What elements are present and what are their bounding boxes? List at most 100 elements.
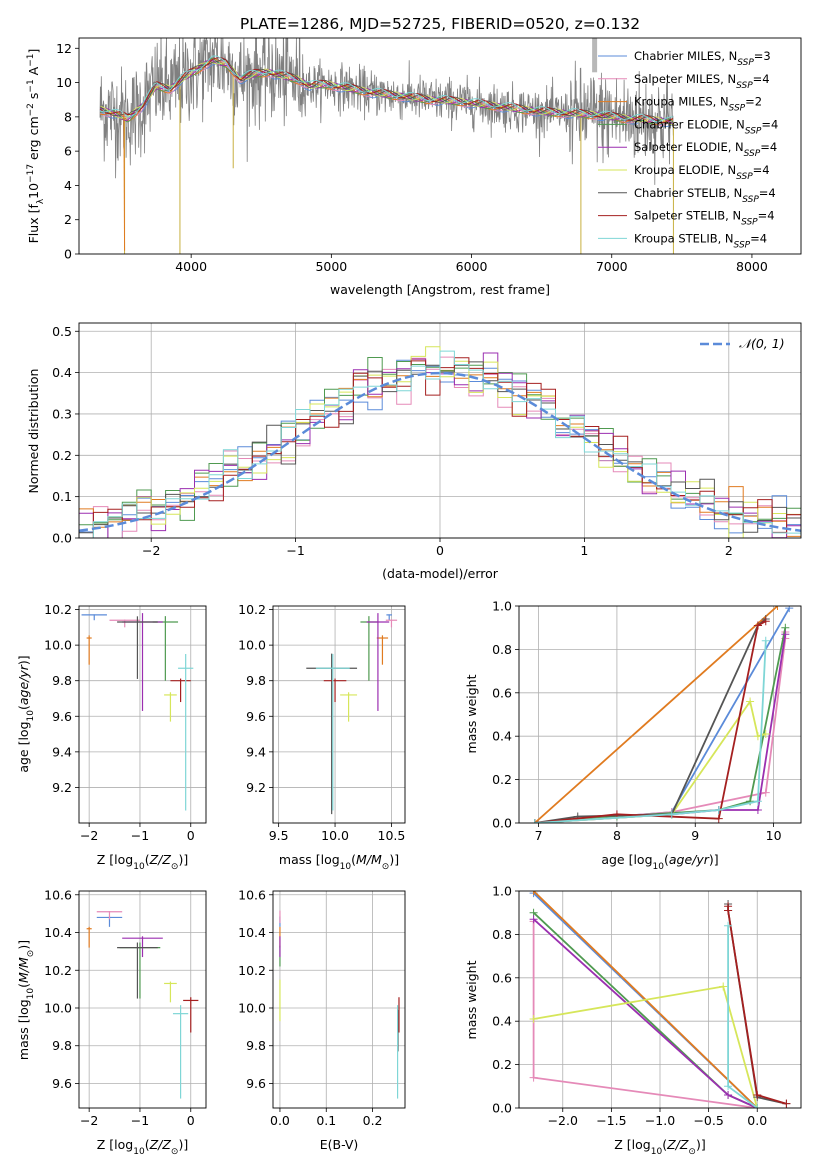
x-axis-label: E(B-V) <box>320 1137 359 1152</box>
y-tick-label: 1.0 <box>492 884 512 899</box>
panel-age-vs-Z: −2 −1 0 9.2 9.4 9.6 9.8 10.0 10.2 Z [log10(Z/Z⊙)]… <box>16 602 207 872</box>
model-line-kroupa-stelib <box>99 55 674 123</box>
y-tick-label: 0.4 <box>492 729 512 744</box>
y-tick-label: 10.2 <box>44 602 72 617</box>
x-tick-label: −2 <box>80 828 98 843</box>
y-tick-label: 0.3 <box>52 406 72 421</box>
x-axis-label: (data-model)/error <box>382 566 499 581</box>
model-edge <box>123 113 126 251</box>
marker-salpeter-stelib <box>761 617 770 626</box>
x-tick-label: 6000 <box>456 259 488 274</box>
legend-label: Salpeter ELODIE, NSSP=4 <box>634 140 777 159</box>
x-tick-label: 8000 <box>736 259 768 274</box>
line-kroupa-miles <box>534 606 779 823</box>
panel-spectrum: 4000 5000 6000 7000 8000 0 2 4 6 8 10 12 Chabrier MI… <box>26 37 802 297</box>
y-tick-label: 9.4 <box>246 744 266 759</box>
y-tick-label: 9.6 <box>52 1076 72 1091</box>
panel-cumweight-vs-age: 7 8 9 10 0.0 0.2 0.4 0.6 0.8 1.0 age [log10(age/yr… <box>464 599 802 872</box>
y-tick-label: 10.2 <box>238 963 266 978</box>
x-axis-label: wavelength [Angstrom, rest frame] <box>330 282 550 297</box>
marker-kroupa-stelib <box>667 810 676 819</box>
panel-mass-vs-Z: −2 −1 0 9.6 9.8 10.0 10.2 10.4 10.6 Z [log10(Z/Z⊙… <box>16 887 207 1157</box>
x-tick-label: −2.0 <box>548 1113 578 1128</box>
y-tick-label: 0.0 <box>492 816 512 831</box>
x-axis-label: mass [log10(M/M⊙)] <box>279 852 399 872</box>
axes-border <box>78 37 802 255</box>
marker-salpeter-stelib <box>753 1090 762 1099</box>
marker-salpeter-stelib <box>753 621 762 630</box>
marker-salpeter-stelib <box>782 1099 791 1108</box>
y-tick-label: 0.2 <box>492 1057 512 1072</box>
x-tick-label: −0.5 <box>693 1113 723 1128</box>
x-tick-label: 0.2 <box>363 1113 383 1128</box>
x-axis-label: age [log10(age/yr)] <box>601 852 718 872</box>
x-tick-label: 8 <box>613 828 621 843</box>
marker-kroupa-elodie <box>746 697 755 706</box>
y-tick-label: 0.6 <box>492 685 512 700</box>
x-tick-label: 9.5 <box>269 828 289 843</box>
gaussian-curve <box>79 371 801 533</box>
x-tick-label: 4000 <box>175 259 207 274</box>
model-line-chabrier-stelib <box>99 59 674 124</box>
marker-kroupa-elodie <box>761 730 770 739</box>
x-tick-label: −1.0 <box>645 1113 675 1128</box>
x-axis-label: Z [log10(Z/Z⊙)] <box>97 852 188 872</box>
y-tick-label: 9.6 <box>246 709 266 724</box>
y-tick-label: 0.0 <box>492 1101 512 1116</box>
y-tick-label: 9.8 <box>246 673 266 688</box>
panel-residuals: −2 −1 0 1 2 0.0 0.1 0.2 0.3 0.4 0.5 𝒩(0, 1) (data-mo… <box>26 322 802 581</box>
x-tick-label: 0.1 <box>316 1113 336 1128</box>
axes-frame: 9.5 10.0 10.5 9.2 9.4 9.6 9.8 10.0 10.2 mass [log… <box>238 602 406 872</box>
axes-frame: 0.0 0.1 0.2 9.6 9.8 10.0 10.2 10.4 10.6 E(B-V) <box>238 887 406 1152</box>
plot-area <box>279 910 400 1099</box>
y-axis-label: mass weight <box>464 674 479 753</box>
figure-title: PLATE=1286, MJD=52725, FIBERID=0520, z=0… <box>240 15 640 33</box>
y-tick-label: 10.6 <box>238 887 266 902</box>
plot-area <box>306 613 398 815</box>
legend-label: Chabrier MILES, NSSP=3 <box>634 49 771 68</box>
marker-kroupa-stelib <box>530 819 539 823</box>
axes-frame: 7 8 9 10 0.0 0.2 0.4 0.6 0.8 1.0 age [log10(age/yr… <box>464 599 802 872</box>
x-tick-label: 10.5 <box>378 828 406 843</box>
y-tick-label: 2 <box>64 212 72 227</box>
masked-region <box>592 38 598 73</box>
y-tick-label: 4 <box>64 178 72 193</box>
y-tick-label: 0.8 <box>492 642 512 657</box>
plot-area <box>86 911 199 1099</box>
axes-border <box>518 605 802 824</box>
panel-age-vs-mass: 9.5 10.0 10.5 9.2 9.4 9.6 9.8 10.0 10.2 mass [log… <box>238 602 406 872</box>
y-tick-label: 0.1 <box>52 489 72 504</box>
axes-border <box>78 890 207 1109</box>
y-axis-label: Normed distribution <box>26 369 41 494</box>
legend-label: Kroupa ELODIE, NSSP=4 <box>634 163 770 182</box>
marker-salpeter-elodie <box>781 630 790 639</box>
y-tick-label: 9.2 <box>246 780 266 795</box>
panel-mass-vs-EBV: 0.0 0.1 0.2 9.6 9.8 10.0 10.2 10.4 10.6 E(B-V) <box>238 887 406 1152</box>
marker-kroupa-stelib <box>753 797 762 806</box>
marker-salpeter-elodie <box>529 915 538 924</box>
axes-border <box>78 322 802 539</box>
legend-label: 𝒩(0, 1) <box>739 336 785 351</box>
legend-label: Chabrier ELODIE, NSSP=4 <box>634 117 778 136</box>
y-tick-label: 6 <box>64 144 72 159</box>
y-tick-label: 10.4 <box>238 925 266 940</box>
y-tick-label: 0.2 <box>492 772 512 787</box>
plot-area <box>79 346 801 538</box>
marker-salpeter-stelib <box>714 814 723 823</box>
y-tick-label: 10 <box>56 75 72 90</box>
legend-label: Chabrier STELIB, NSSP=4 <box>634 186 776 205</box>
y-tick-label: 0.5 <box>52 324 72 339</box>
marker-salpeter-miles <box>529 1073 538 1082</box>
y-tick-label: 10.2 <box>238 602 266 617</box>
y-tick-label: 10.4 <box>44 925 72 940</box>
y-tick-label: 0.4 <box>492 1014 512 1029</box>
axes-frame: −2 −1 0 1 2 0.0 0.1 0.2 0.3 0.4 0.5 𝒩(0, 1) (data-mo… <box>26 322 802 581</box>
x-tick-label: −2 <box>142 543 160 558</box>
marker-salpeter-elodie <box>724 1090 733 1099</box>
y-tick-label: 0.8 <box>492 927 512 942</box>
y-tick-label: 9.8 <box>52 1038 72 1053</box>
y-tick-label: 9.6 <box>52 709 72 724</box>
model-line-salpeter-elodie <box>99 59 674 125</box>
x-tick-label: 7 <box>535 828 543 843</box>
axes-frame: −2.0 −1.5 −1.0 −0.5 0.0 0.0 0.2 0.4 0.6 0.8 1.0 Z [… <box>464 884 802 1157</box>
